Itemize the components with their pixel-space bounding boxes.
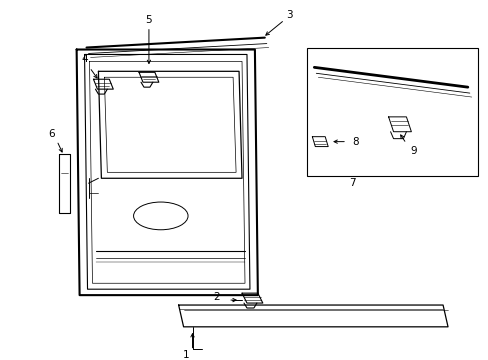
Text: 5: 5: [145, 15, 152, 25]
Text: 4: 4: [81, 54, 88, 64]
Text: 6: 6: [48, 129, 55, 139]
Bar: [307, 48, 477, 176]
Text: 8: 8: [352, 137, 359, 147]
Text: 1: 1: [183, 350, 189, 360]
Text: 2: 2: [213, 292, 220, 302]
Text: 3: 3: [285, 10, 292, 20]
Text: 9: 9: [409, 145, 416, 156]
Text: 7: 7: [348, 178, 355, 188]
